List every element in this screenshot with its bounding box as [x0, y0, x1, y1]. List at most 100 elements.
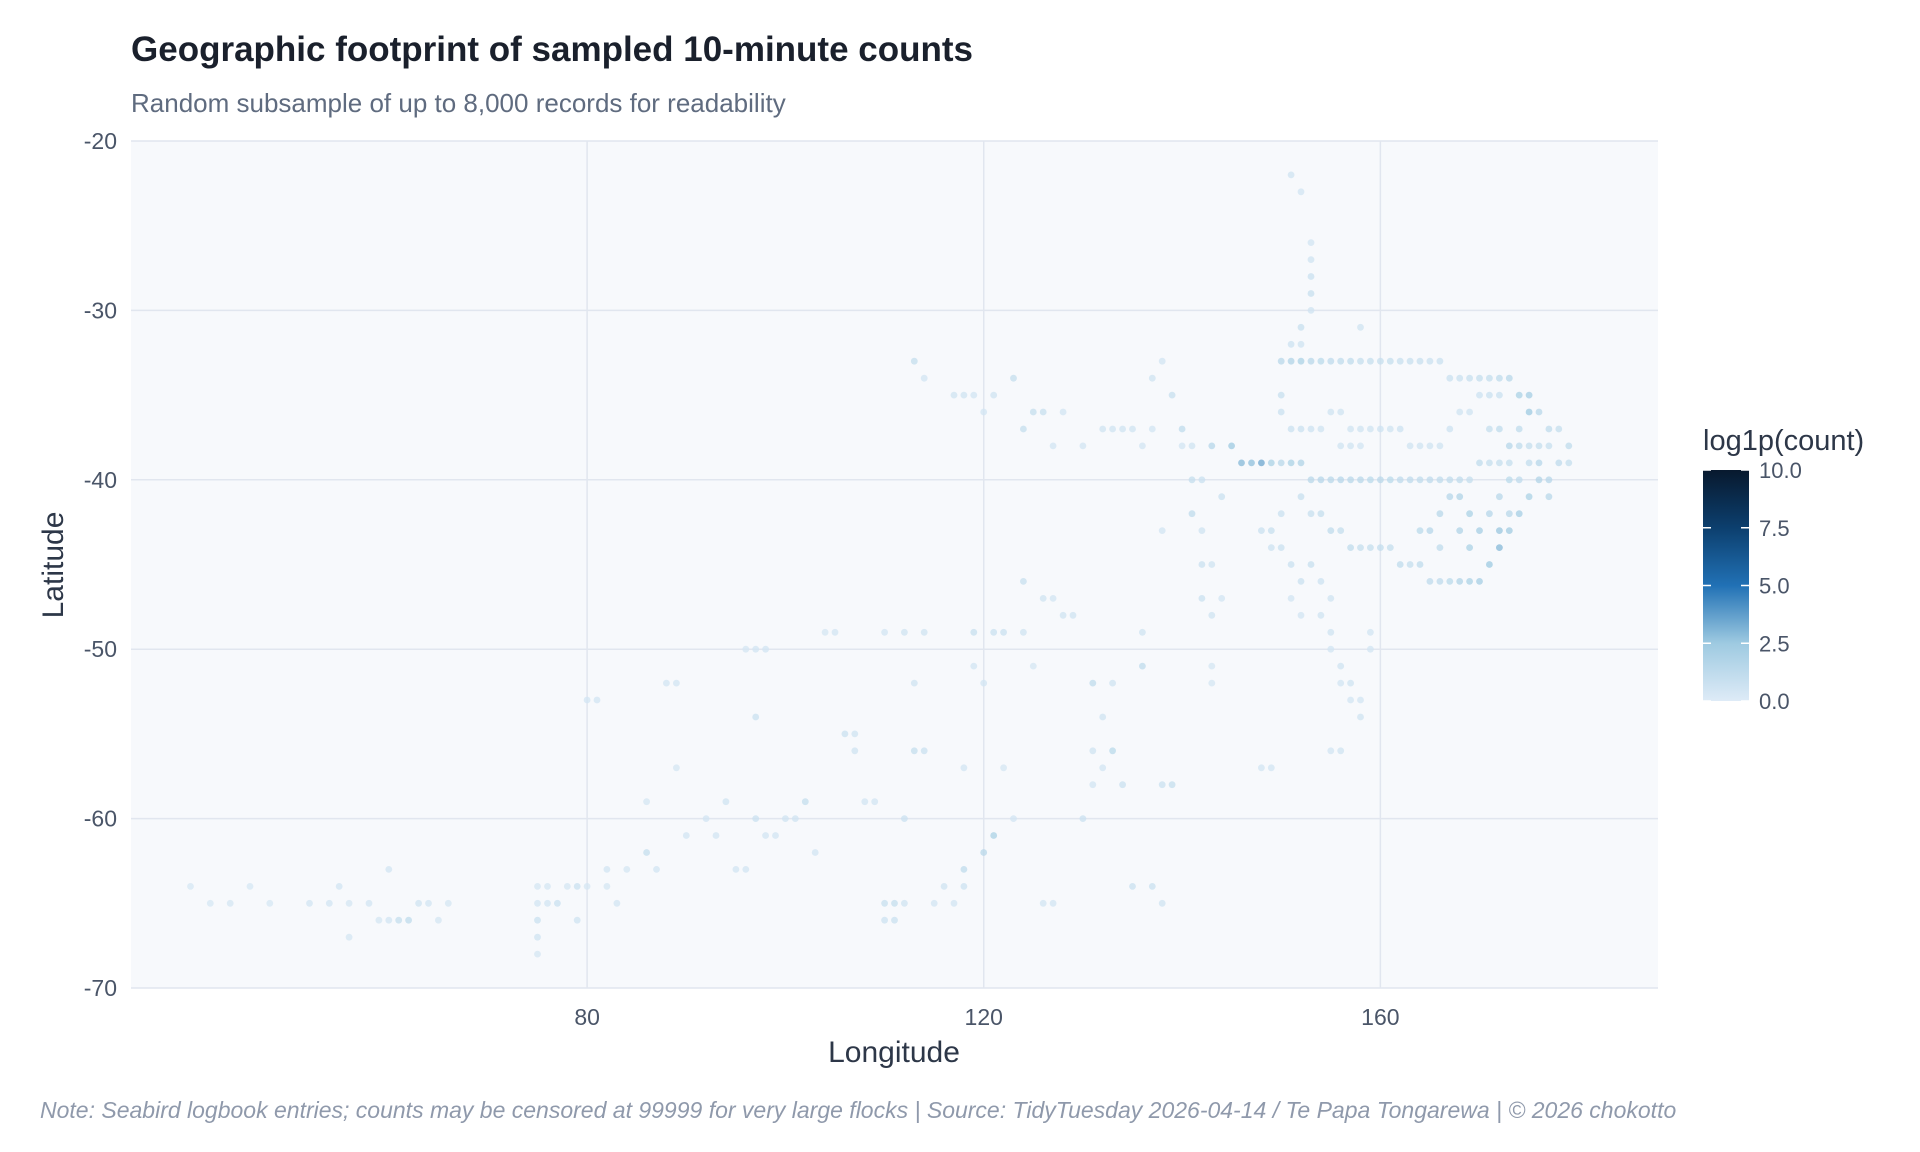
data-point: [375, 916, 383, 924]
data-point: [881, 628, 888, 636]
y-tick-label: -70: [84, 975, 117, 1001]
data-point: [1357, 713, 1364, 721]
data-point: [1109, 425, 1116, 433]
data-point: [1307, 239, 1315, 247]
data-point: [1327, 595, 1335, 602]
data-point: [573, 883, 581, 890]
data-point: [673, 679, 680, 687]
data-point: [365, 899, 373, 907]
data-point: [1456, 476, 1464, 484]
data-point: [583, 883, 591, 890]
data-point: [573, 916, 581, 924]
data-point: [1515, 425, 1523, 433]
data-point: [1406, 561, 1414, 568]
data-point: [1357, 323, 1364, 331]
data-point: [1089, 747, 1097, 755]
data-point: [801, 798, 809, 806]
data-point: [1208, 561, 1216, 568]
data-point: [1218, 493, 1226, 501]
color-legend: log1p(count) 0.0 2.5 5.0 7.5 10.0: [1703, 425, 1864, 714]
data-point: [1000, 764, 1007, 772]
data-point: [563, 883, 571, 890]
chart-caption: Note: Seabird logbook entries; counts ma…: [40, 1097, 1677, 1123]
data-point: [901, 815, 908, 822]
data-point: [1377, 544, 1384, 551]
data-point: [1436, 442, 1444, 450]
data-point: [1238, 459, 1245, 467]
data-point: [1377, 476, 1384, 484]
data-point: [881, 899, 888, 907]
data-point: [1010, 815, 1017, 822]
data-point: [1545, 493, 1553, 501]
data-point: [1486, 510, 1493, 518]
data-point: [1139, 628, 1146, 636]
data-point: [742, 866, 750, 873]
data-point: [1277, 544, 1285, 551]
data-point: [1456, 374, 1464, 382]
data-points: [187, 171, 1573, 958]
data-point: [1049, 595, 1057, 602]
data-point: [920, 628, 928, 636]
data-point: [1178, 442, 1186, 450]
data-point: [851, 747, 859, 755]
data-point: [762, 832, 769, 839]
data-point: [395, 916, 403, 924]
legend-tick-label: 0.0: [1759, 689, 1790, 714]
legend-tick-label: 5.0: [1759, 574, 1790, 599]
data-point: [1446, 578, 1454, 585]
data-point: [1386, 357, 1394, 365]
data-point: [1466, 476, 1473, 484]
data-point: [1426, 442, 1434, 450]
data-point: [1297, 340, 1305, 348]
data-point: [1486, 459, 1493, 467]
data-point: [1198, 527, 1206, 534]
data-point: [1515, 510, 1523, 518]
data-point: [1426, 476, 1434, 484]
data-point: [1515, 476, 1523, 484]
data-point: [1486, 561, 1493, 568]
y-tick-label: -50: [84, 636, 117, 662]
data-point: [345, 899, 353, 907]
data-point: [415, 899, 422, 907]
x-tick-label: 120: [965, 1004, 1003, 1030]
data-point: [1287, 459, 1295, 467]
data-point: [1436, 357, 1444, 365]
legend-ticks: 0.0 2.5 5.0 7.5 10.0: [1703, 458, 1802, 714]
data-point: [1109, 679, 1116, 687]
data-point: [1367, 425, 1374, 433]
data-point: [554, 899, 561, 907]
data-point: [1079, 442, 1087, 450]
data-point: [1297, 425, 1305, 433]
data-point: [1337, 527, 1345, 534]
data-point: [1466, 408, 1473, 416]
data-point: [1377, 357, 1384, 365]
data-point: [603, 866, 611, 873]
data-point: [1426, 527, 1434, 534]
data-point: [643, 849, 650, 856]
legend-tick-label: 10.0: [1759, 458, 1802, 483]
data-point: [1188, 476, 1196, 484]
data-point: [1337, 442, 1345, 450]
data-point: [444, 899, 452, 907]
data-point: [1545, 476, 1553, 484]
data-point: [1525, 459, 1533, 467]
data-point: [950, 899, 958, 907]
data-point: [1099, 713, 1107, 721]
data-point: [1198, 595, 1206, 602]
data-point: [1158, 781, 1166, 789]
data-point: [1129, 425, 1136, 433]
data-point: [1248, 459, 1255, 467]
plot-panel: [131, 141, 1658, 988]
data-point: [1198, 561, 1206, 568]
data-point: [970, 662, 978, 670]
data-point: [1297, 611, 1305, 619]
data-point: [1535, 459, 1543, 467]
data-point: [1406, 357, 1414, 365]
data-point: [1456, 493, 1464, 501]
data-point: [1307, 290, 1315, 297]
y-tick-label: -20: [84, 128, 117, 154]
data-point: [593, 696, 601, 704]
data-point: [226, 899, 234, 907]
data-point: [762, 645, 769, 653]
data-point: [1505, 442, 1513, 450]
